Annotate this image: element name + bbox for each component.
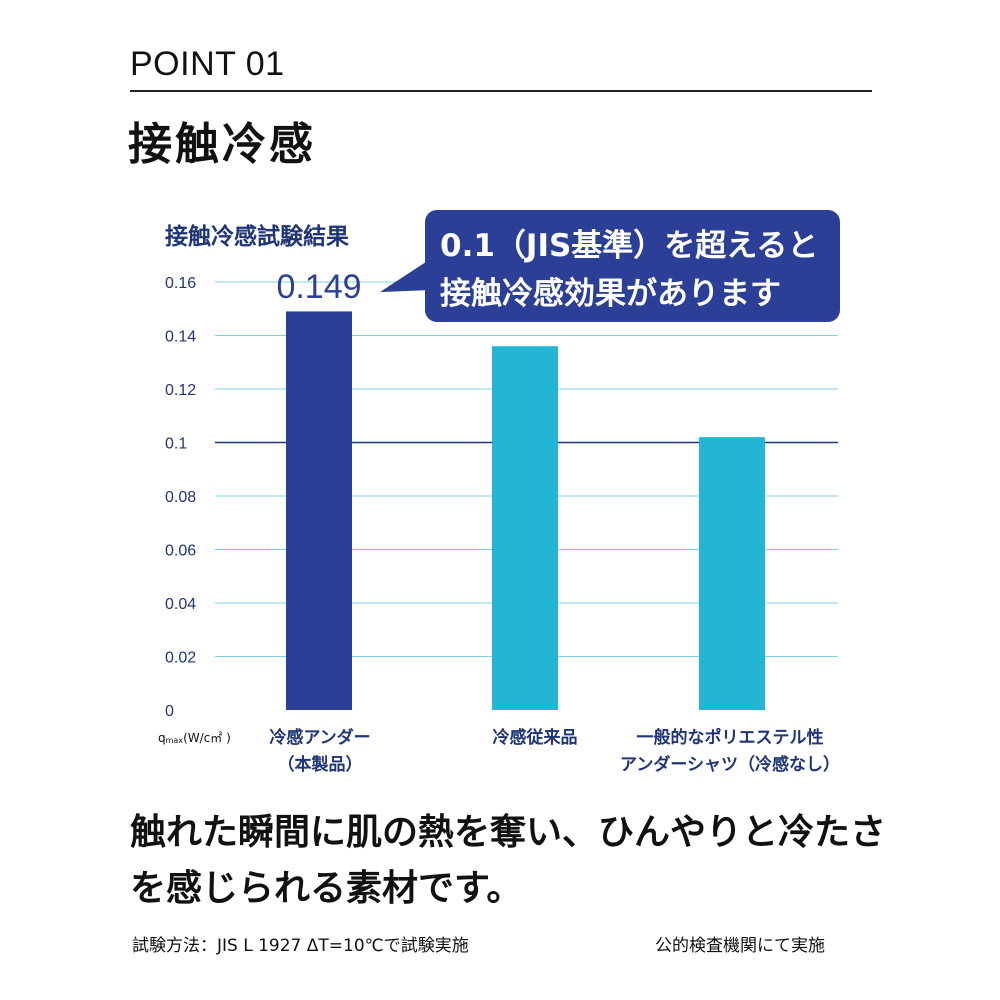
callout-line-1: 0.1（JIS基準）を超えると xyxy=(440,228,819,264)
category-label: 冷感アンダー xyxy=(269,727,370,748)
y-tick-label: 0.16 xyxy=(165,275,196,292)
y-tick-label: 0 xyxy=(165,703,174,720)
page-title: 接触冷感 xyxy=(128,119,316,170)
bar-2 xyxy=(492,346,558,710)
y-tick-label: 0.08 xyxy=(165,489,196,506)
y-tick-label: 0.12 xyxy=(165,382,196,399)
y-axis-unit-main: q xyxy=(158,731,166,745)
test-method-note: 試験方法：JIS L 1927 ΔT=10℃で試験実施 xyxy=(132,936,469,956)
point-label: POINT 01 xyxy=(130,45,285,83)
bar-1 xyxy=(286,311,352,710)
category-label: 冷感従来品 xyxy=(493,727,578,748)
value-label-product: 0.149 xyxy=(276,268,361,306)
callout-bubble xyxy=(380,210,840,322)
y-tick-label: 0.04 xyxy=(165,596,196,613)
y-tick-label: 0.1 xyxy=(165,436,187,453)
y-tick-labels: 0 0.02 0.04 0.06 0.08 0.1 0.12 0.14 0.16 xyxy=(165,275,196,720)
category-label: （本製品） xyxy=(278,754,363,775)
callout-text: 0.1（JIS基準）を超えると 接触冷感効果があります xyxy=(440,222,820,318)
category-label: アンダーシャツ（冷感なし） xyxy=(620,754,840,775)
description-line-1: 触れた瞬間に肌の熱を奪い、ひんやりと冷たさ xyxy=(130,812,887,853)
y-tick-label: 0.06 xyxy=(165,543,196,560)
description-line-2: を感じられる素材です。 xyxy=(130,868,523,909)
callout-line-2: 接触冷感効果があります xyxy=(440,276,781,312)
institution-note: 公的検査機関にて実施 xyxy=(655,936,825,956)
y-tick-label: 0.02 xyxy=(165,650,196,667)
header-divider xyxy=(130,90,872,92)
y-axis-unit-label: qmax(W/c㎡ ) xyxy=(158,731,231,745)
y-axis-unit-units: (W/c㎡ ) xyxy=(183,731,231,745)
bars xyxy=(286,311,765,710)
description: 触れた瞬間に肌の熱を奪い、ひんやりと冷たさ を感じられる素材です。 xyxy=(130,805,886,917)
chart-title: 接触冷感試験結果 xyxy=(165,223,349,250)
y-tick-label: 0.14 xyxy=(165,329,196,346)
bar-3 xyxy=(699,437,765,710)
category-label: 一般的なポリエステル性 xyxy=(637,727,824,748)
y-axis-unit-sub: max xyxy=(166,736,184,745)
